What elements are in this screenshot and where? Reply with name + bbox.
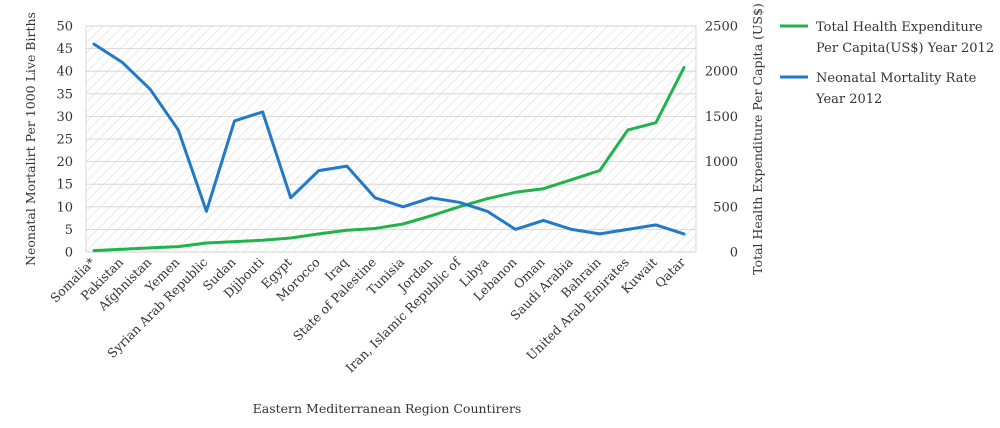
y-tick-left-label: 0 <box>65 246 73 261</box>
legend-label: Year 2012 <box>815 92 882 107</box>
y-tick-right-label: 2500 <box>705 20 738 35</box>
y-axis-left-title: Neonatal Mortalirt Per 1000 Live Births <box>23 12 38 266</box>
y-tick-left-label: 50 <box>56 20 73 35</box>
legend-label: Total Health Expenditure <box>816 20 983 35</box>
x-axis-title: Eastern Mediterranean Region Countirers <box>253 401 522 416</box>
y-tick-left-label: 10 <box>56 200 73 215</box>
y-tick-right-label: 500 <box>713 200 738 215</box>
y-axis-right-title: Total Health Expenditure Per Capita (US$… <box>750 3 765 275</box>
y-tick-left-label: 30 <box>56 110 73 125</box>
y-tick-right-label: 1000 <box>705 155 738 170</box>
y-tick-right-label: 0 <box>730 246 738 261</box>
y-tick-left-label: 5 <box>65 223 73 238</box>
y-tick-left-label: 25 <box>56 133 73 148</box>
y-tick-left-label: 35 <box>56 87 73 102</box>
legend: Total Health Expenditure Per Capita(US$) … <box>780 20 994 107</box>
x-tick-label: Qatar <box>652 255 688 291</box>
series-line-1 <box>92 66 686 253</box>
y-tick-left-label: 15 <box>56 178 73 193</box>
y-tick-left-label: 40 <box>56 65 73 80</box>
y-tick-right-label: 1500 <box>705 110 738 125</box>
legend-label: Per Capita(US$) Year 2012 <box>816 41 994 56</box>
y-tick-left-label: 20 <box>56 155 73 170</box>
legend-label: Neonatal Mortality Rate <box>816 71 977 86</box>
y-tick-left-label: 45 <box>56 42 73 57</box>
y-tick-right-label: 2000 <box>705 65 738 80</box>
series-line-2 <box>92 42 686 236</box>
